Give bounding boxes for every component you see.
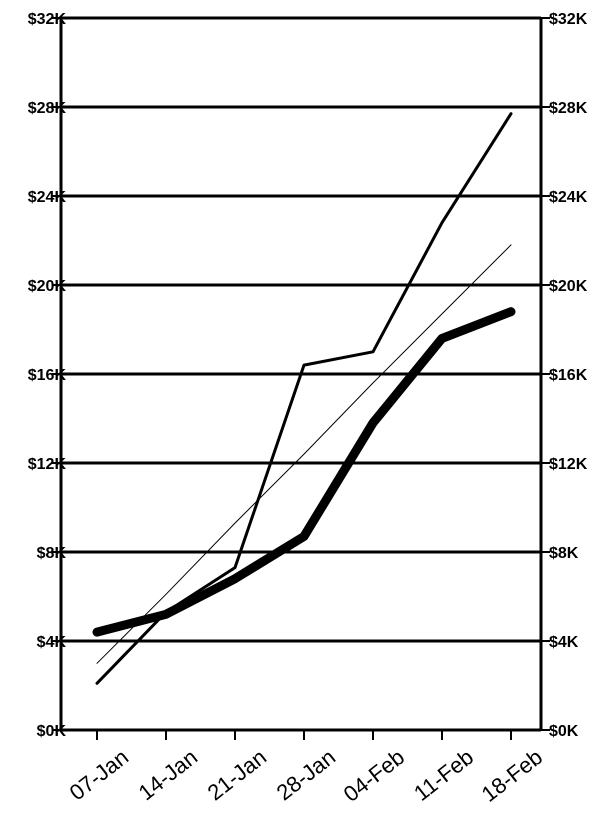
- y-tick-label-right: $4K: [549, 634, 579, 651]
- y-tick-label-right: $32K: [549, 11, 588, 28]
- x-tick-label: 21-Jan: [203, 744, 271, 805]
- y-tick-label-left: $24K: [28, 189, 67, 206]
- x-tick-label: 04-Feb: [339, 744, 409, 807]
- y-tick-label-left: $16K: [28, 367, 67, 384]
- x-tick-label: 11-Feb: [409, 744, 478, 806]
- x-tick-label: 28-Jan: [272, 744, 340, 805]
- series-line-1: [95, 112, 513, 685]
- y-tick-label-left: $28K: [28, 100, 67, 117]
- y-tick-label-left: $20K: [28, 278, 67, 295]
- x-tick-label: 18-Feb: [477, 744, 547, 807]
- y-tick-label-left: $8K: [37, 545, 67, 562]
- x-tick-label: 07-Jan: [65, 744, 133, 805]
- y-tick-label-left: $32K: [28, 11, 67, 28]
- y-tick-label-right: $20K: [549, 278, 588, 295]
- y-tick-label-right: $16K: [549, 367, 588, 384]
- x-tick-label: 14-Jan: [134, 744, 202, 805]
- y-tick-label-right: $8K: [549, 545, 579, 562]
- left-y-tick-labels: $0K $4K $8K $12K $16K $20K $24K $28K $32K: [28, 11, 67, 740]
- right-y-tick-labels: $0K $4K $8K $12K $16K $20K $24K $28K $32K: [549, 11, 588, 740]
- y-tick-label-left: $0K: [37, 723, 67, 740]
- y-tick-label-right: $0K: [549, 723, 579, 740]
- y-tick-label-right: $12K: [549, 456, 588, 473]
- y-tick-label-left: $4K: [37, 634, 67, 651]
- series-line-2: [92, 307, 516, 637]
- x-tick-marks: [96, 730, 512, 740]
- y-tick-label-right: $24K: [549, 189, 588, 206]
- series-lines: [92, 112, 516, 685]
- y-tick-label-right: $28K: [549, 100, 588, 117]
- y-tick-label-left: $12K: [28, 456, 67, 473]
